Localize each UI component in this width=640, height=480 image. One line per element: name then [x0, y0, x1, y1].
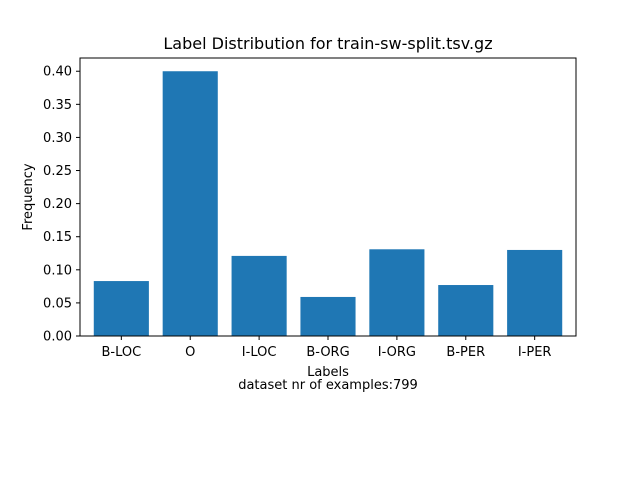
chart-caption: dataset nr of examples:799 [238, 378, 418, 393]
bar-i-loc [231, 255, 287, 336]
y-tick-label: 0.40 [43, 65, 72, 80]
y-axis: 0.00 0.05 0.10 0.15 0.20 0.25 0.30 0.35 0.40 [43, 65, 80, 345]
x-axis: B-LOC O I-LOC B-ORG I-ORG B-PER I-PER [101, 336, 551, 360]
y-tick-label: 0.10 [43, 263, 72, 278]
bars-group [93, 71, 563, 337]
bar-i-org [369, 249, 425, 336]
y-tick-label: 0.15 [43, 230, 72, 245]
y-tick-label: 0.25 [43, 164, 72, 179]
y-tick-label: 0.20 [43, 197, 72, 212]
x-tick-label: I-PER [518, 345, 552, 360]
chart-title: Label Distribution for train-sw-split.ts… [163, 34, 492, 53]
x-axis-label: Labels [307, 365, 349, 380]
y-tick-label: 0.35 [43, 98, 72, 113]
bar-b-per [438, 285, 494, 336]
x-tick-label: B-LOC [101, 345, 141, 360]
x-tick-label: I-ORG [378, 345, 416, 360]
y-tick-label: 0.30 [43, 131, 72, 146]
bar-o [162, 71, 218, 337]
bar-b-loc [93, 281, 149, 336]
bar-i-per [507, 249, 563, 336]
x-tick-label: B-ORG [306, 345, 349, 360]
y-tick-label: 0.05 [43, 296, 72, 311]
x-tick-label: B-PER [446, 345, 485, 360]
x-tick-label: I-LOC [242, 345, 277, 360]
bar-b-org [300, 296, 356, 336]
y-tick-label: 0.00 [43, 330, 72, 345]
x-tick-label: O [185, 345, 195, 360]
y-axis-label: Frequency [21, 163, 36, 230]
